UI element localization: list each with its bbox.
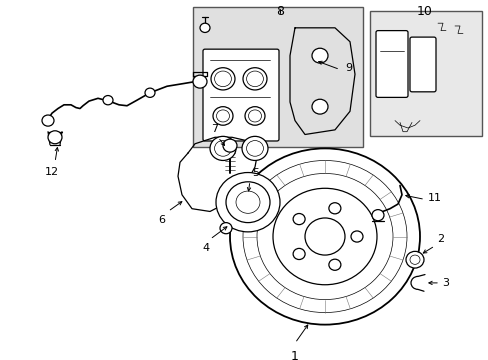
Circle shape (193, 75, 206, 88)
Text: 9: 9 (345, 63, 351, 73)
Circle shape (292, 213, 305, 225)
Circle shape (242, 136, 267, 161)
Text: 4: 4 (202, 243, 209, 253)
FancyBboxPatch shape (409, 37, 435, 92)
Circle shape (405, 251, 423, 268)
FancyBboxPatch shape (375, 31, 407, 98)
Circle shape (272, 188, 376, 285)
Circle shape (223, 139, 237, 152)
Text: 3: 3 (441, 278, 448, 288)
Text: 2: 2 (436, 234, 443, 244)
Circle shape (328, 203, 340, 214)
Text: 6: 6 (158, 215, 165, 225)
Text: 7: 7 (211, 125, 218, 135)
FancyBboxPatch shape (203, 49, 279, 141)
Text: 10: 10 (416, 5, 432, 18)
Circle shape (220, 222, 231, 234)
Text: 8: 8 (275, 5, 284, 18)
Bar (369, 11, 481, 136)
Bar (193, 8, 362, 147)
Circle shape (209, 136, 236, 161)
Circle shape (200, 23, 209, 32)
Circle shape (48, 131, 62, 144)
Circle shape (243, 68, 266, 90)
Text: 5: 5 (251, 168, 259, 178)
Circle shape (229, 148, 419, 325)
Circle shape (216, 172, 280, 232)
Circle shape (328, 259, 340, 270)
Text: 12: 12 (45, 167, 59, 177)
Circle shape (311, 48, 327, 63)
Circle shape (103, 95, 113, 105)
Circle shape (213, 107, 232, 125)
Circle shape (311, 99, 327, 114)
Circle shape (371, 210, 383, 221)
Text: 1: 1 (290, 350, 298, 360)
Text: 11: 11 (427, 193, 441, 203)
Circle shape (292, 248, 305, 260)
Circle shape (145, 88, 155, 98)
Circle shape (210, 68, 235, 90)
Circle shape (42, 115, 54, 126)
Circle shape (350, 231, 362, 242)
Circle shape (305, 218, 345, 255)
Circle shape (244, 107, 264, 125)
